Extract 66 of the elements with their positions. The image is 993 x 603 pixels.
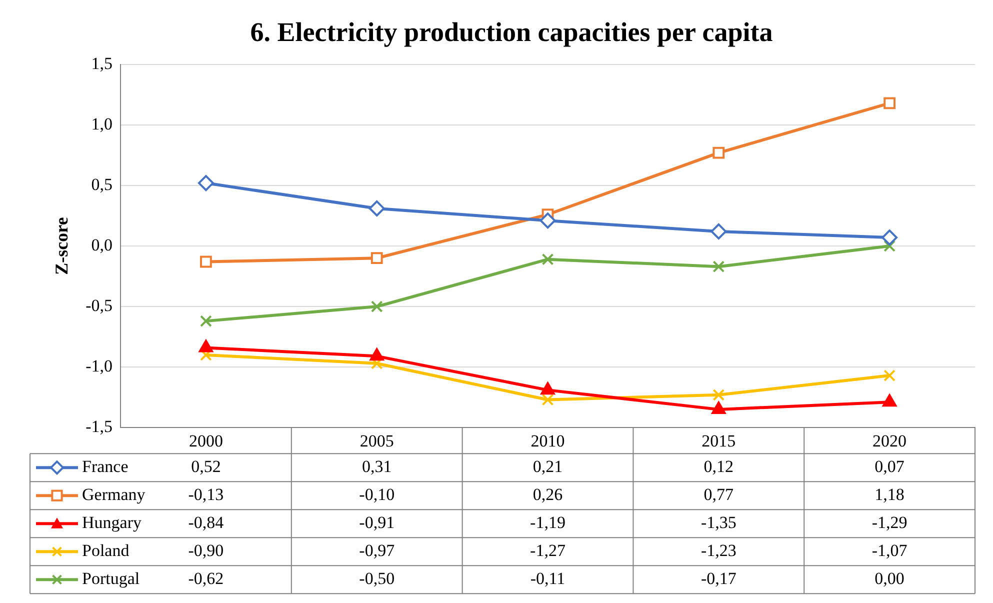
legend-label: Poland	[82, 541, 130, 560]
point	[540, 212, 556, 229]
data-label: 0,00	[874, 569, 904, 588]
data-label: -1,19	[530, 513, 566, 532]
data-label: 0,52	[191, 457, 221, 476]
x-tick-label: 2005	[360, 431, 394, 450]
point	[540, 382, 555, 395]
point	[884, 240, 896, 252]
data-label: -0,84	[188, 513, 224, 532]
point	[884, 370, 896, 382]
legend-label: Hungary	[82, 513, 142, 532]
x-tick-label: 2015	[702, 431, 736, 450]
data-label: 1,18	[874, 485, 904, 504]
data-label: -0,11	[530, 569, 566, 588]
point	[200, 315, 212, 328]
point	[542, 394, 554, 406]
data-label: -1,23	[700, 541, 736, 560]
point	[712, 401, 726, 414]
data-label: -1,07	[872, 541, 908, 560]
legend-label: Portugal	[82, 569, 140, 588]
point	[882, 394, 897, 407]
data-label: -0,97	[359, 541, 396, 560]
y-tick-label: 1,5	[91, 54, 113, 73]
point	[712, 388, 725, 401]
legend-label: France	[82, 457, 128, 476]
data-label: -0,90	[188, 541, 224, 560]
x-tick-label: 2020	[872, 431, 907, 450]
point	[882, 230, 898, 246]
data-label: 0,77	[704, 485, 734, 504]
data-label: 0,31	[362, 457, 392, 476]
legend-label: Germany	[82, 485, 146, 504]
y-tick-label: -1,5	[86, 417, 113, 436]
x-tick-label: 2000	[188, 431, 223, 450]
data-label: 0,21	[532, 457, 563, 476]
data-label: -1,35	[700, 513, 736, 532]
point	[370, 252, 383, 264]
data-label: -0,50	[359, 569, 395, 588]
point	[198, 175, 214, 192]
y-axis-title: Z-score	[51, 217, 72, 275]
point	[370, 348, 384, 361]
data-label: -0,91	[359, 513, 395, 532]
y-tick-label: -1,0	[86, 356, 113, 376]
y-tick-label: 0,5	[91, 174, 113, 194]
data-label: 0,26	[532, 485, 563, 504]
data-label: -0,17	[700, 569, 737, 588]
y-tick-label: 0,0	[91, 235, 113, 254]
point	[198, 340, 214, 352]
data-label: 0,12	[704, 457, 734, 476]
data-label: -0,10	[359, 485, 395, 504]
point	[368, 200, 385, 216]
data-label: -0,13	[188, 485, 224, 504]
y-tick-label: -0,5	[86, 296, 113, 315]
data-label: -1,29	[872, 513, 908, 532]
point	[884, 97, 896, 110]
chart-title: 6. Electricity production capacities per capita	[250, 17, 774, 48]
point	[710, 223, 727, 240]
data-label: 0,07	[874, 457, 905, 476]
point	[370, 300, 383, 312]
point	[200, 256, 212, 268]
point	[712, 260, 725, 273]
data-label: -1,27	[530, 541, 566, 560]
data-label: -0,62	[188, 569, 224, 588]
point	[712, 146, 725, 159]
point	[542, 253, 554, 266]
y-tick-label: 1,0	[91, 114, 113, 134]
x-tick-label: 2010	[530, 431, 565, 450]
